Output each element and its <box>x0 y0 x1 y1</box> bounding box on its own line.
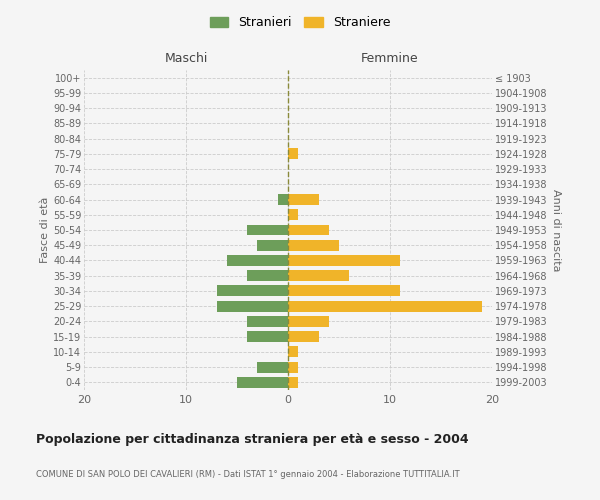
Bar <box>288 148 298 160</box>
Bar <box>288 316 329 327</box>
Bar <box>288 331 319 342</box>
Text: Femmine: Femmine <box>361 52 419 65</box>
Bar <box>247 316 288 327</box>
Legend: Stranieri, Straniere: Stranieri, Straniere <box>205 11 395 34</box>
Bar <box>247 224 288 235</box>
Bar <box>288 286 400 296</box>
Bar <box>288 362 298 372</box>
Bar <box>237 377 288 388</box>
Bar <box>227 255 288 266</box>
Bar <box>278 194 288 205</box>
Bar <box>288 300 482 312</box>
Bar <box>288 346 298 358</box>
Bar <box>257 240 288 250</box>
Text: Popolazione per cittadinanza straniera per età e sesso - 2004: Popolazione per cittadinanza straniera p… <box>36 432 469 446</box>
Bar <box>247 270 288 281</box>
Bar <box>247 331 288 342</box>
Bar <box>288 270 349 281</box>
Bar <box>288 224 329 235</box>
Bar <box>217 286 288 296</box>
Y-axis label: Anni di nascita: Anni di nascita <box>551 188 562 271</box>
Bar <box>288 255 400 266</box>
Bar <box>288 194 319 205</box>
Text: COMUNE DI SAN POLO DEI CAVALIERI (RM) - Dati ISTAT 1° gennaio 2004 - Elaborazion: COMUNE DI SAN POLO DEI CAVALIERI (RM) - … <box>36 470 460 479</box>
Bar <box>288 240 339 250</box>
Bar <box>217 300 288 312</box>
Bar <box>288 377 298 388</box>
Y-axis label: Fasce di età: Fasce di età <box>40 197 50 263</box>
Bar <box>288 210 298 220</box>
Bar <box>257 362 288 372</box>
Text: Maschi: Maschi <box>164 52 208 65</box>
